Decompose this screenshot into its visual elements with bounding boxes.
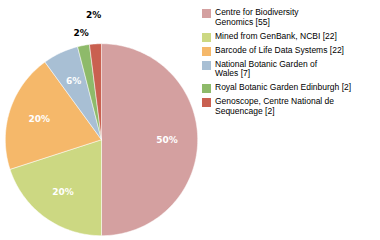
- svg-text:20%: 20%: [29, 114, 51, 124]
- svg-text:50%: 50%: [156, 135, 178, 145]
- html-text:Barcode of Life Data Systems [: Barcode of Life Data Systems [22]: [215, 44, 344, 55]
- svg-text:6%: 6%: [66, 76, 81, 86]
- html-text:Genoscope, Centre National de: Genoscope, Centre National de Sequencage…: [215, 96, 335, 116]
- svg-text:2%: 2%: [73, 28, 88, 38]
- svg-text:20%: 20%: [52, 187, 74, 197]
- html-text:National Botanic Garden of Wal: National Botanic Garden of Wales [7]: [215, 58, 318, 79]
- svg-text:2%: 2%: [86, 10, 101, 20]
- html-text:Centre for Biodiversity Genomi: Centre for Biodiversity Genomics [55]: [215, 7, 299, 27]
- html-text:Royal Botanic Garden Edinburgh: Royal Botanic Garden Edinburgh [2]: [215, 82, 352, 93]
- html-text:Mined from GenBank, NCBI [22]: Mined from GenBank, NCBI [22]: [215, 30, 337, 41]
